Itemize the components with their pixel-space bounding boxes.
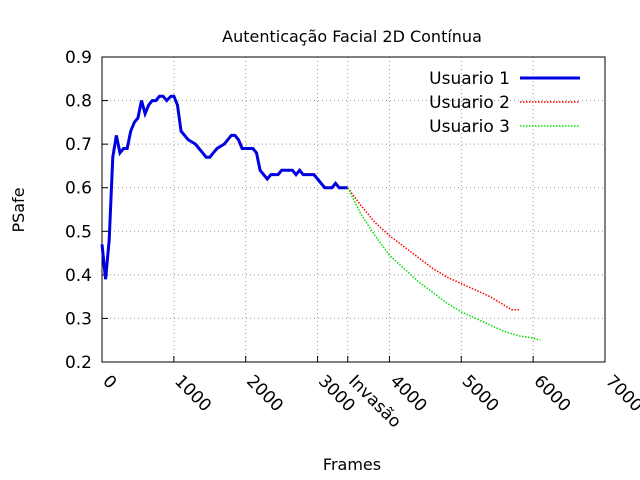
y-tick-label: 0.3 [65,309,92,329]
chart-title: Autenticação Facial 2D Contínua [222,27,482,46]
y-tick-label: 0.8 [65,92,92,112]
x-tick-label: 6000 [530,371,575,416]
x-tick-label: 1000 [170,371,215,416]
x-tick-label: 7000 [601,371,640,416]
y-tick-label: 0.5 [65,222,92,242]
series-line [347,187,541,341]
legend-label: Usuario 3 [429,117,510,137]
series-line [347,187,521,311]
x-tick-label: 5000 [458,371,503,416]
x-axis-label: Frames [323,455,381,474]
plot-border [101,56,606,363]
y-tick-label: 0.9 [65,48,92,68]
y-tick-label: 0.4 [65,266,92,286]
y-tick-label: 0.7 [65,135,92,155]
y-tick-label: 0.2 [65,353,92,373]
y-axis-label: PSafe [9,187,28,232]
y-tick-label: 0.6 [65,179,92,199]
series-line [100,94,348,280]
legend-label: Usuario 2 [429,93,510,113]
x-tick-label: 2000 [242,371,287,416]
x-tick-label: 0 [98,371,120,393]
legend-label: Usuario 1 [429,69,510,89]
